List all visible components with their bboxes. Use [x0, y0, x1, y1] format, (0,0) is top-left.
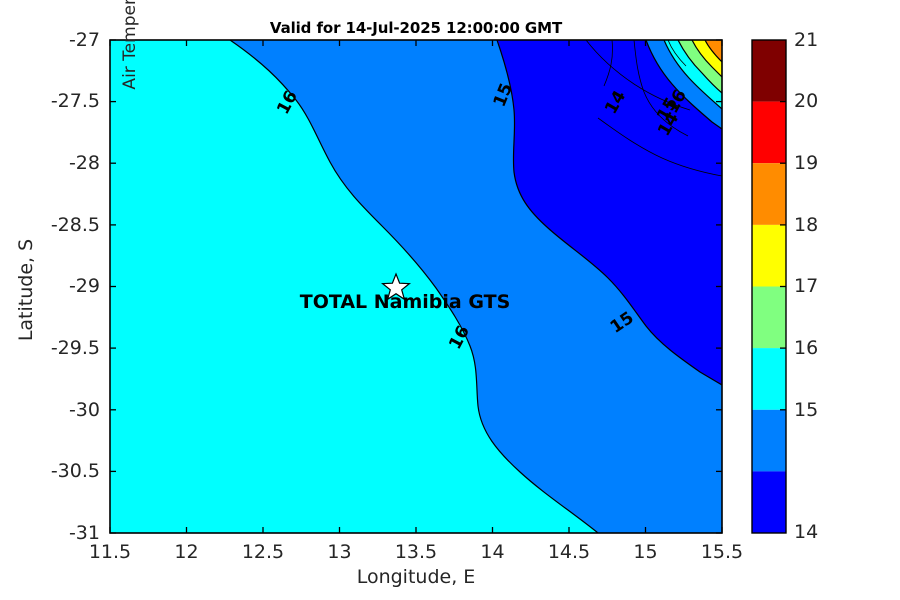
cbtick-label-20: 20	[794, 90, 819, 112]
ytick-label-1: -27.5	[50, 90, 100, 112]
ytick-label-5: -29.5	[50, 337, 100, 359]
cbtick-label-18: 18	[794, 214, 819, 236]
star-icon	[380, 272, 412, 301]
contour-line-18-ne	[691, 40, 722, 78]
contour-line-16-ne	[663, 40, 722, 110]
y-axis-label: Latitude, S	[15, 238, 37, 342]
band-19-20-ne	[705, 40, 722, 62]
contour-line-thin-b	[633, 40, 689, 137]
colorbar-band-17-18	[752, 224, 786, 287]
colorbar-band-13-14	[752, 471, 786, 533]
ytick-label-8: -31	[68, 522, 100, 544]
colorbar-band-14-15	[752, 409, 786, 472]
xtick-label-8: 15.5	[700, 541, 744, 563]
xtick-label-0: 11.5	[88, 541, 132, 563]
chart-title: Valid for 14-Jul-2025 12:00:00 GMT	[269, 19, 563, 37]
colorbar-band-19-20	[752, 101, 786, 164]
colorbar-label: Air Temperature, C	[120, 0, 140, 90]
cbtick-label-19: 19	[794, 152, 819, 174]
xtick-label-3: 13	[327, 541, 352, 563]
band-14-15	[497, 40, 722, 385]
contour-line-19-ne	[704, 40, 722, 63]
xtick-label-2: 12.5	[241, 541, 285, 563]
colorbar-band-15-16	[752, 348, 786, 410]
contour-line-thin-a	[585, 40, 691, 111]
colorbar-band-16-17	[752, 286, 786, 349]
xtick-label-5: 14	[480, 541, 505, 563]
contour-line-thin-e	[667, 40, 687, 67]
ytick-label-4: -29	[68, 275, 100, 297]
plot-frame	[109, 39, 723, 534]
ytick-label-7: -30.5	[50, 460, 100, 482]
contour-line-15	[496, 40, 722, 386]
station-label: TOTAL Namibia GTS	[300, 291, 511, 313]
ytick-label-3: -28.5	[50, 214, 100, 236]
ytick-label-0: -27	[68, 29, 100, 51]
xtick-label-4: 13.5	[394, 541, 438, 563]
x-axis-label: Longitude, E	[356, 566, 476, 588]
xtick-label-7: 15	[633, 541, 658, 563]
cbtick-label-14: 14	[794, 521, 819, 543]
cbtick-label-15: 15	[794, 399, 819, 421]
contour-line-14-ne	[645, 40, 722, 130]
cbtick-label-17: 17	[794, 275, 819, 297]
colorbar-band-20-21	[752, 40, 786, 102]
xtick-label-6: 14.5	[547, 541, 591, 563]
contour-line-thin-d	[603, 40, 613, 87]
contour-line-thin-c	[597, 117, 722, 177]
contour-line-16	[229, 40, 599, 533]
cbtick-label-16: 16	[794, 337, 819, 359]
contour-fill-layer	[110, 40, 722, 533]
colorbar-band-18-19	[752, 163, 786, 225]
colorbar	[751, 39, 787, 534]
ytick-label-6: -30	[68, 399, 100, 421]
ytick-label-2: -28	[68, 152, 100, 174]
xtick-label-1: 12	[174, 541, 199, 563]
contour-line-17-ne	[677, 40, 722, 94]
station-marker-group[interactable]: TOTAL Namibia GTS	[300, 272, 511, 313]
cbtick-label-21: 21	[794, 29, 819, 51]
